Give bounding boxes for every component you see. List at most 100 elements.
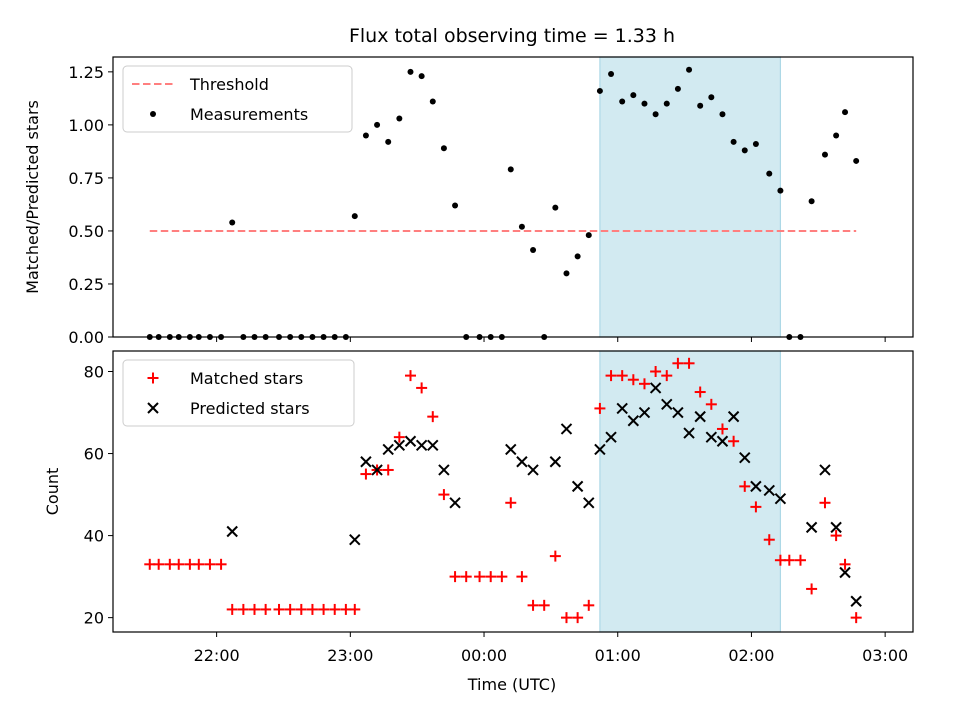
- predicted-star-marker: [516, 456, 528, 468]
- predicted-star-marker: [583, 497, 595, 509]
- matched-star-marker: [839, 558, 851, 570]
- matched-star-marker: [716, 423, 728, 435]
- predicted-star-marker: [672, 406, 684, 419]
- measurement-point: [697, 102, 704, 109]
- predicted-star-marker: [839, 566, 851, 579]
- predicted-star-marker: [527, 464, 539, 476]
- predicted-star-marker: [705, 431, 718, 443]
- top-y-tick-label: 0.25: [68, 275, 104, 294]
- top-y-axis-label: Matched/Predicted stars: [23, 100, 42, 294]
- matched-star-marker: [249, 603, 261, 615]
- matched-star-marker: [638, 378, 650, 390]
- matched-star-marker: [572, 612, 584, 624]
- predicted-star-marker: [627, 415, 640, 427]
- matched-star-marker: [650, 366, 662, 378]
- predicted-star-marker: [449, 497, 461, 509]
- predicted-star-marker: [360, 456, 372, 468]
- measurement-point: [418, 73, 425, 80]
- measurement-point: [833, 132, 840, 139]
- bottom-panel-star-counts: 20 40 60 80 22:00 23:00 00:00 01:00 02:00 03:00 Co…: [43, 350, 914, 665]
- matched-star-marker: [153, 558, 165, 570]
- measurement-point: [429, 98, 436, 105]
- measurement-point: [518, 223, 525, 230]
- matched-star-marker: [527, 599, 539, 611]
- predicted-star-marker: [774, 492, 787, 505]
- matched-star-marker: [794, 554, 806, 566]
- matched-star-marker: [173, 558, 185, 570]
- predicted-star-marker: [763, 484, 775, 497]
- measurement-point: [630, 92, 637, 99]
- matched-star-marker: [237, 603, 249, 615]
- top-y-tick-label: 0.00: [68, 328, 104, 347]
- top-legend: Threshold Measurements: [122, 65, 353, 133]
- measurement-point: [719, 111, 726, 118]
- legend-label: Measurements: [190, 105, 308, 124]
- bottom-y-tick-label: 60: [84, 445, 104, 464]
- matched-star-marker: [393, 431, 405, 443]
- top-shaded-interval: [599, 56, 782, 338]
- matched-star-marker: [360, 468, 372, 480]
- measurement-point: [530, 247, 537, 254]
- top-axes-frame: [112, 56, 914, 338]
- predicted-star-marker: [739, 451, 751, 464]
- bottom-shaded-interval: [599, 350, 782, 633]
- matched-star-marker: [349, 603, 361, 615]
- legend-predicted-swatch: [147, 402, 159, 414]
- matched-star-marker: [215, 558, 227, 570]
- x-tick-label: 00:00: [461, 646, 507, 665]
- predicted-star-marker: [349, 533, 361, 546]
- top-chart-title: Flux total observing time = 1.33 h: [349, 25, 675, 47]
- predicted-star-marker: [594, 443, 606, 456]
- measurement-point: [229, 219, 236, 226]
- matched-star-marker: [750, 501, 762, 513]
- legend-matched-swatch: [147, 372, 159, 384]
- matched-star-marker: [295, 603, 307, 615]
- matched-star-marker: [830, 530, 842, 542]
- measurement-point: [385, 138, 392, 145]
- bottom-y-tick-label: 20: [84, 609, 104, 628]
- matched-star-marker: [549, 550, 561, 562]
- measurement-point: [585, 232, 592, 239]
- matched-star-marker: [683, 357, 695, 369]
- predicted-star-marker: [750, 480, 762, 493]
- matched-star-marker: [783, 554, 795, 566]
- predicted-star-marker: [661, 398, 673, 411]
- legend-label: Matched stars: [190, 369, 303, 388]
- measurement-point: [374, 121, 381, 128]
- measurement-point: [596, 87, 603, 94]
- predicted-star-marker: [649, 382, 662, 394]
- matched-star-marker: [318, 603, 330, 615]
- measurement-point: [452, 202, 459, 209]
- predicted-star-marker: [415, 439, 428, 452]
- top-y-tick-label: 1.00: [68, 116, 104, 135]
- measurement-point: [730, 138, 737, 145]
- matched-star-marker: [474, 571, 486, 583]
- measurement-point: [741, 147, 748, 154]
- matched-star-marker: [728, 435, 740, 447]
- measurement-point: [608, 70, 615, 77]
- measurement-point: [808, 198, 815, 205]
- matched-star-marker: [306, 603, 318, 615]
- matched-star-marker: [193, 558, 205, 570]
- x-tick-label: 23:00: [327, 646, 373, 665]
- matched-star-marker: [382, 464, 394, 476]
- measurement-point: [663, 100, 670, 107]
- measurement-point: [674, 85, 681, 92]
- matched-star-marker: [538, 599, 550, 611]
- matched-star-marker: [594, 402, 606, 414]
- matched-star-marker: [284, 603, 296, 615]
- matched-star-marker: [605, 370, 617, 382]
- matched-star-marker: [627, 374, 639, 386]
- legend-measurement-swatch: [150, 111, 156, 117]
- top-legend-box: [122, 65, 353, 133]
- matched-star-marker: [694, 386, 706, 398]
- measurement-point: [396, 115, 403, 122]
- bottom-axes-frame: [112, 350, 914, 633]
- measurement-point: [440, 145, 447, 152]
- matched-star-marker: [806, 583, 818, 595]
- matched-star-marker: [485, 571, 497, 583]
- matched-star-marker: [204, 558, 216, 570]
- matched-star-marker: [449, 571, 461, 583]
- predicted-star-marker: [716, 435, 729, 447]
